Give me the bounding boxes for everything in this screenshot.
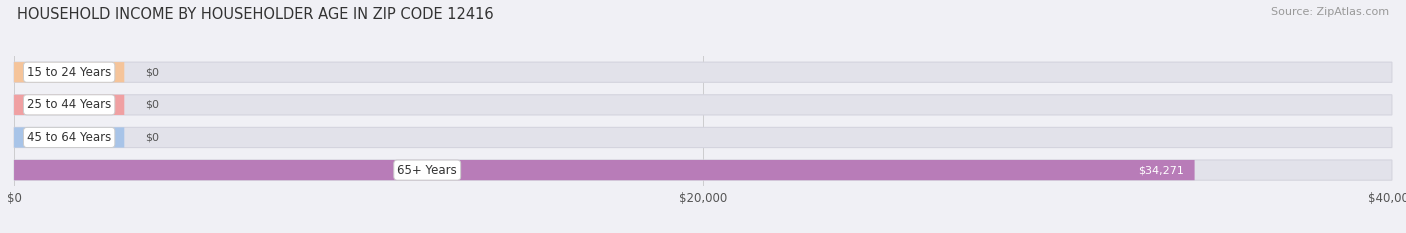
Text: $0: $0	[145, 100, 159, 110]
FancyBboxPatch shape	[14, 95, 1392, 115]
FancyBboxPatch shape	[14, 95, 124, 115]
Text: 65+ Years: 65+ Years	[398, 164, 457, 177]
Text: 45 to 64 Years: 45 to 64 Years	[27, 131, 111, 144]
Text: 15 to 24 Years: 15 to 24 Years	[27, 66, 111, 79]
Text: $34,271: $34,271	[1137, 165, 1184, 175]
Text: $0: $0	[145, 133, 159, 142]
FancyBboxPatch shape	[14, 127, 124, 147]
FancyBboxPatch shape	[14, 62, 124, 82]
FancyBboxPatch shape	[14, 127, 1392, 147]
FancyBboxPatch shape	[14, 160, 1392, 180]
Text: 25 to 44 Years: 25 to 44 Years	[27, 98, 111, 111]
FancyBboxPatch shape	[14, 62, 1392, 82]
Text: Source: ZipAtlas.com: Source: ZipAtlas.com	[1271, 7, 1389, 17]
Text: HOUSEHOLD INCOME BY HOUSEHOLDER AGE IN ZIP CODE 12416: HOUSEHOLD INCOME BY HOUSEHOLDER AGE IN Z…	[17, 7, 494, 22]
FancyBboxPatch shape	[14, 160, 1195, 180]
Text: $0: $0	[145, 67, 159, 77]
